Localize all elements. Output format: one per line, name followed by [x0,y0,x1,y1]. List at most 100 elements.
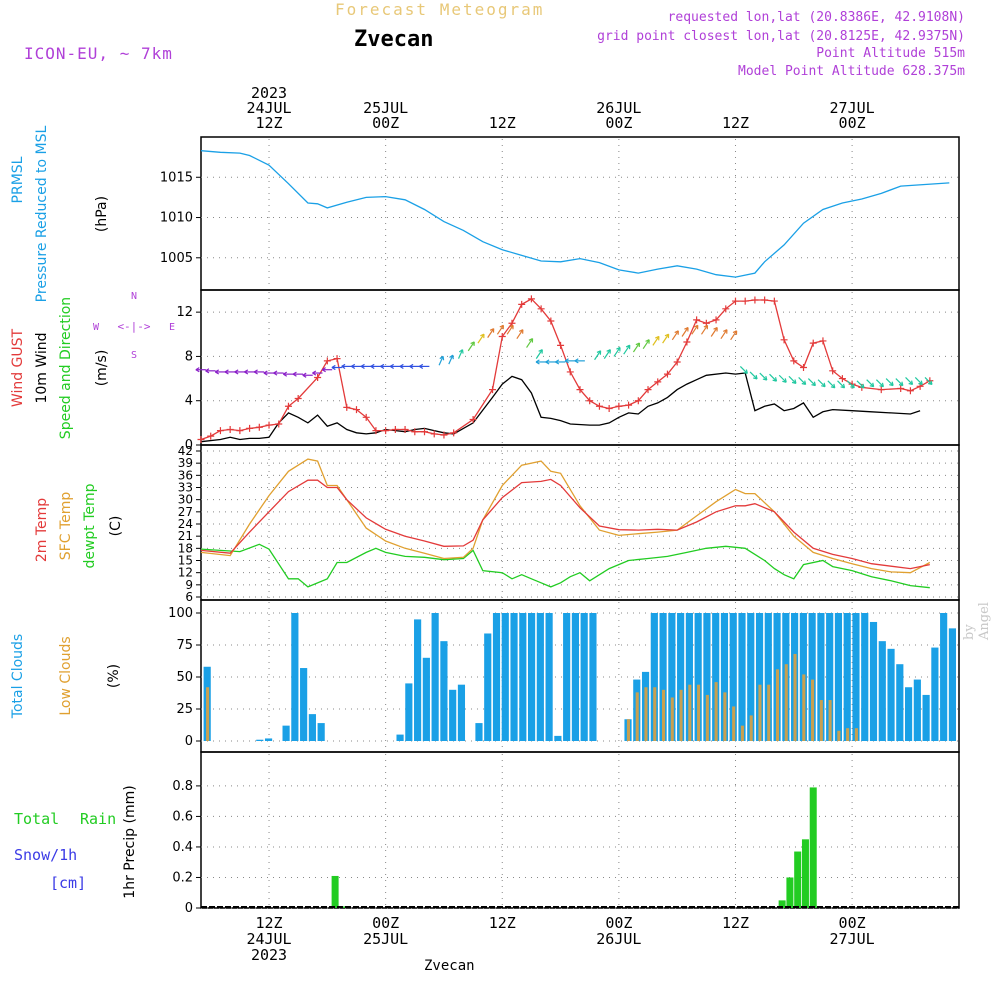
temperature-ytick-label: 9 [185,578,193,592]
wind-direction-arrowhead [821,382,826,388]
wind-direction-arrowhead [195,367,200,373]
total-cloud-bar [317,723,325,741]
wind-gust-marker [557,341,565,349]
total-cloud-bar [747,613,755,741]
time-label-bottom: 12Z [722,914,749,932]
total-cloud-bar [475,723,483,741]
temp-unit: (C) [108,516,124,537]
wind-direction-arrowhead [253,369,258,375]
wind-direction-arrowhead [518,329,524,334]
low-cloud-bar [767,684,771,741]
compass-north: N [131,291,137,302]
compass-west: W [93,322,100,333]
total-cloud-bar [922,694,930,741]
total-cloud-bar [712,613,720,741]
wind-direction-arrowhead [898,381,904,387]
time-label-top: 12Z [722,114,749,132]
temperature-ytick-label: 24 [178,517,193,531]
wind-direction-arrow [914,377,923,385]
wind-direction-arrow [778,374,787,383]
total-cloud-bar [519,613,527,741]
wind-direction-arrowhead [370,363,375,369]
total-cloud-bar [589,613,597,741]
low-cloud-bar [723,692,727,741]
wind-gust-marker [284,402,292,410]
total-cloud-bar [291,613,299,741]
wind-direction-arrowhead [801,380,807,386]
precip-label-cm: [cm] [50,874,87,892]
wind-gust-marker [576,386,584,394]
wind-direction-arrow [535,349,543,359]
wind-direction-arrow [457,349,464,359]
time-label-bottom: 26JUL [596,930,641,948]
total-cloud-bar [931,647,939,741]
wind-direction-arrow [477,333,485,344]
wind-direction-arrowhead [811,381,816,387]
wind-gust-marker [489,386,497,394]
time-label-bottom: 12Z [489,914,516,932]
wind-direction-arrowhead [850,383,855,389]
total-cloud-bar [668,613,676,741]
wind-direction-arrow [885,378,894,386]
time-label-bottom: 2023 [251,946,287,964]
precip-bar [801,839,809,908]
low-cloud-bar [670,697,674,741]
total-cloud-bar [861,613,869,741]
time-label-top: 24JUL [246,99,291,117]
pressure-ytick-label: 1005 [160,251,193,266]
wind-direction-arrowhead [908,380,914,386]
wind-gust-marker [634,397,642,405]
wind-gust-marker [595,402,603,410]
temperature-ytick-label: 6 [185,590,193,604]
time-label-top: 00Z [372,114,399,132]
low-cloud-bar [793,653,797,741]
pressure-frame [200,136,960,291]
low-cloud-bar [784,664,788,741]
total-cloud-bar [308,714,316,741]
pressure-unit: (hPa) [94,196,110,232]
wind-gust-marker [751,296,759,304]
wind-direction-arrow [895,378,904,386]
wind-direction-arrowhead [743,369,748,374]
low-cloud-bar [740,725,744,741]
wind-direction-arrow [681,327,689,337]
wind-direction-arrow [671,330,679,341]
wind-direction-arrowhead [674,330,679,335]
total-cloud-bar [422,657,430,741]
wind-gust-marker [819,337,827,345]
wind-direction-arrow [496,324,504,335]
wind-direction-arrowhead [380,363,385,369]
clouds-unit: (%) [106,664,122,688]
model-label: ICON-EU, ~ 7km [24,44,173,63]
time-label-bottom: 00Z [839,914,866,932]
low-cloud-bar [758,684,762,741]
wind-direction-arrowhead [292,371,297,377]
total-cloud-bar [650,613,658,741]
wind-gust-marker [382,427,390,435]
chart-title: Forecast Meteogram [335,0,545,19]
precip-ytick-label: 0 [185,901,193,916]
temperature-ytick-label: 39 [178,456,193,470]
low-cloud-bar [697,684,701,741]
time-label-bottom: 24JUL [246,930,291,948]
total-cloud-bar [563,613,571,741]
wind-gust-marker [838,375,846,383]
wind-direction-arrowhead [234,369,239,375]
wind-direction-arrowhead [555,359,560,365]
wind-gust-marker [906,387,914,395]
total-cloud-bar [527,613,536,741]
time-label-top: 26JUL [596,99,641,117]
total-cloud-bar [256,739,264,741]
wind-direction-arrowhead [535,359,540,365]
wind-direction-arrowhead [389,363,394,369]
wind-direction-arrow [905,377,913,385]
temperature-frame [200,444,960,601]
wind-direction-arrowhead [470,341,475,346]
clouds-ytick-label: 50 [176,670,193,685]
wind-direction-arrowhead [302,372,307,378]
wind-direction-arrow [846,380,855,389]
wind-direction-arrowhead [528,338,534,343]
pressure-label-prmsl: PRMSL [10,156,26,203]
low-cloud-bar [206,687,210,741]
